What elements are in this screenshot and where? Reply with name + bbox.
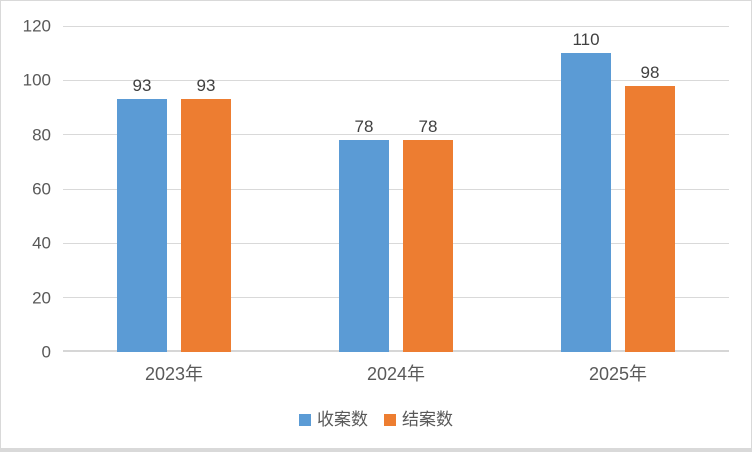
- legend-swatch-icon: [384, 413, 396, 426]
- y-tick-label: 60: [32, 179, 51, 199]
- bar-收案数: [339, 140, 389, 352]
- gridline: [63, 79, 729, 81]
- gridline: [63, 242, 729, 244]
- gridline: [63, 25, 729, 27]
- plot-area: 93 93 78 78 110 98: [63, 25, 729, 352]
- x-axis-label: 2024年: [366, 364, 426, 384]
- y-tick-label: 80: [32, 125, 51, 145]
- bar-wrap: 78: [403, 118, 453, 352]
- legend-item: 结案数: [384, 411, 453, 428]
- legend-item: 收案数: [299, 411, 368, 428]
- bar-结案数: [403, 140, 453, 352]
- bar-收案数: [561, 53, 611, 352]
- bar-value-label: 93: [132, 76, 152, 95]
- bar-wrap: 98: [625, 64, 675, 352]
- bar-结案数: [181, 99, 231, 352]
- bar-group: 93 93: [63, 26, 285, 352]
- y-tick-label: 0: [41, 342, 51, 362]
- bar-value-label: 78: [418, 117, 438, 136]
- bar-value-label: 98: [640, 63, 660, 82]
- x-axis-label: 2023年: [144, 364, 204, 384]
- y-tick-label: 40: [32, 233, 51, 253]
- bar-group: 110 98: [507, 26, 729, 352]
- bar-group: 78 78: [285, 26, 507, 352]
- gridline: [63, 134, 729, 136]
- y-tick-label: 20: [32, 288, 51, 308]
- gridline: [63, 188, 729, 190]
- y-tick-label: 100: [22, 70, 51, 90]
- x-axis-label: 2025年: [588, 364, 648, 384]
- bar-value-label: 93: [196, 76, 216, 95]
- legend-label: 结案数: [402, 410, 453, 429]
- bar-wrap: 110: [561, 31, 611, 352]
- bar-wrap: 93: [181, 77, 231, 352]
- gridline: [63, 297, 729, 299]
- x-axis-line: [63, 350, 729, 352]
- bar-收案数: [117, 99, 167, 352]
- legend-label: 收案数: [317, 410, 368, 429]
- bar-groups: 93 93 78 78 110 98: [63, 26, 729, 352]
- bar-wrap: 93: [117, 77, 167, 352]
- bar-结案数: [625, 86, 675, 352]
- legend-swatch-icon: [299, 413, 311, 426]
- legend: 收案数 结案数: [1, 411, 751, 428]
- bar-value-label: 110: [572, 30, 600, 49]
- bar-wrap: 78: [339, 118, 389, 352]
- y-tick-label: 120: [22, 16, 51, 36]
- bar-value-label: 78: [354, 117, 374, 136]
- x-axis: 2023年 2024年 2025年: [63, 364, 729, 386]
- y-axis: 0 20 40 60 80 100 120: [1, 18, 51, 361]
